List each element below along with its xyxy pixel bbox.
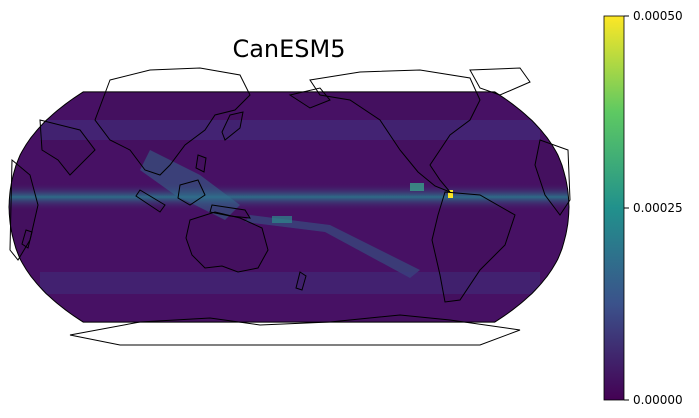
coast-africa-west [534,139,571,216]
map-title: CanESM5 [232,35,346,63]
coast-greenland-fill [470,91,530,95]
spcz-streak [245,215,420,278]
coast-alaska [288,87,331,109]
colorbar-tick-label-mid: 0.00025 [633,201,683,215]
coast-new-zealand-fill [296,272,306,290]
hotspot-cell [448,190,453,198]
coast-antarctica [69,314,521,346]
coast-new-zealand [295,271,307,291]
globe-outline [8,91,570,323]
coastlines [9,67,571,346]
coast-greenland [469,67,531,96]
coast-north-america-fill [310,91,480,192]
coast-madagascar-fill [22,230,32,248]
coast-philippines-fill [196,155,206,172]
globe-data-layer [9,91,569,323]
itcz-band [9,183,569,211]
coast-south-america-fill [432,192,515,302]
storm-track-north [40,120,540,140]
coast-south-america [431,191,516,303]
colorbar-gradient [603,15,625,401]
coast-east-asia [94,67,251,176]
coast-borneo [177,179,206,206]
coast-sumatra [135,189,166,213]
pacific-peak [272,216,292,223]
coast-new-guinea [209,204,251,219]
colorbar-tick-label-max: 0.00050 [633,9,683,23]
coast-india-fill [40,120,95,175]
coast-japan [221,111,244,141]
itcz-peak [410,183,424,191]
coast-australia-fill [186,212,268,272]
colorbar-tick-label-min: 0.00000 [633,393,683,407]
coast-east-asia-fill [95,91,250,175]
storm-track-south [40,272,540,294]
coast-north-america [309,69,481,193]
colorbar [603,15,629,401]
coast-japan-fill [222,112,243,140]
warm-pool-region [140,150,240,220]
coast-philippines [195,154,207,173]
coast-india [39,119,96,176]
coast-madagascar [21,229,33,249]
